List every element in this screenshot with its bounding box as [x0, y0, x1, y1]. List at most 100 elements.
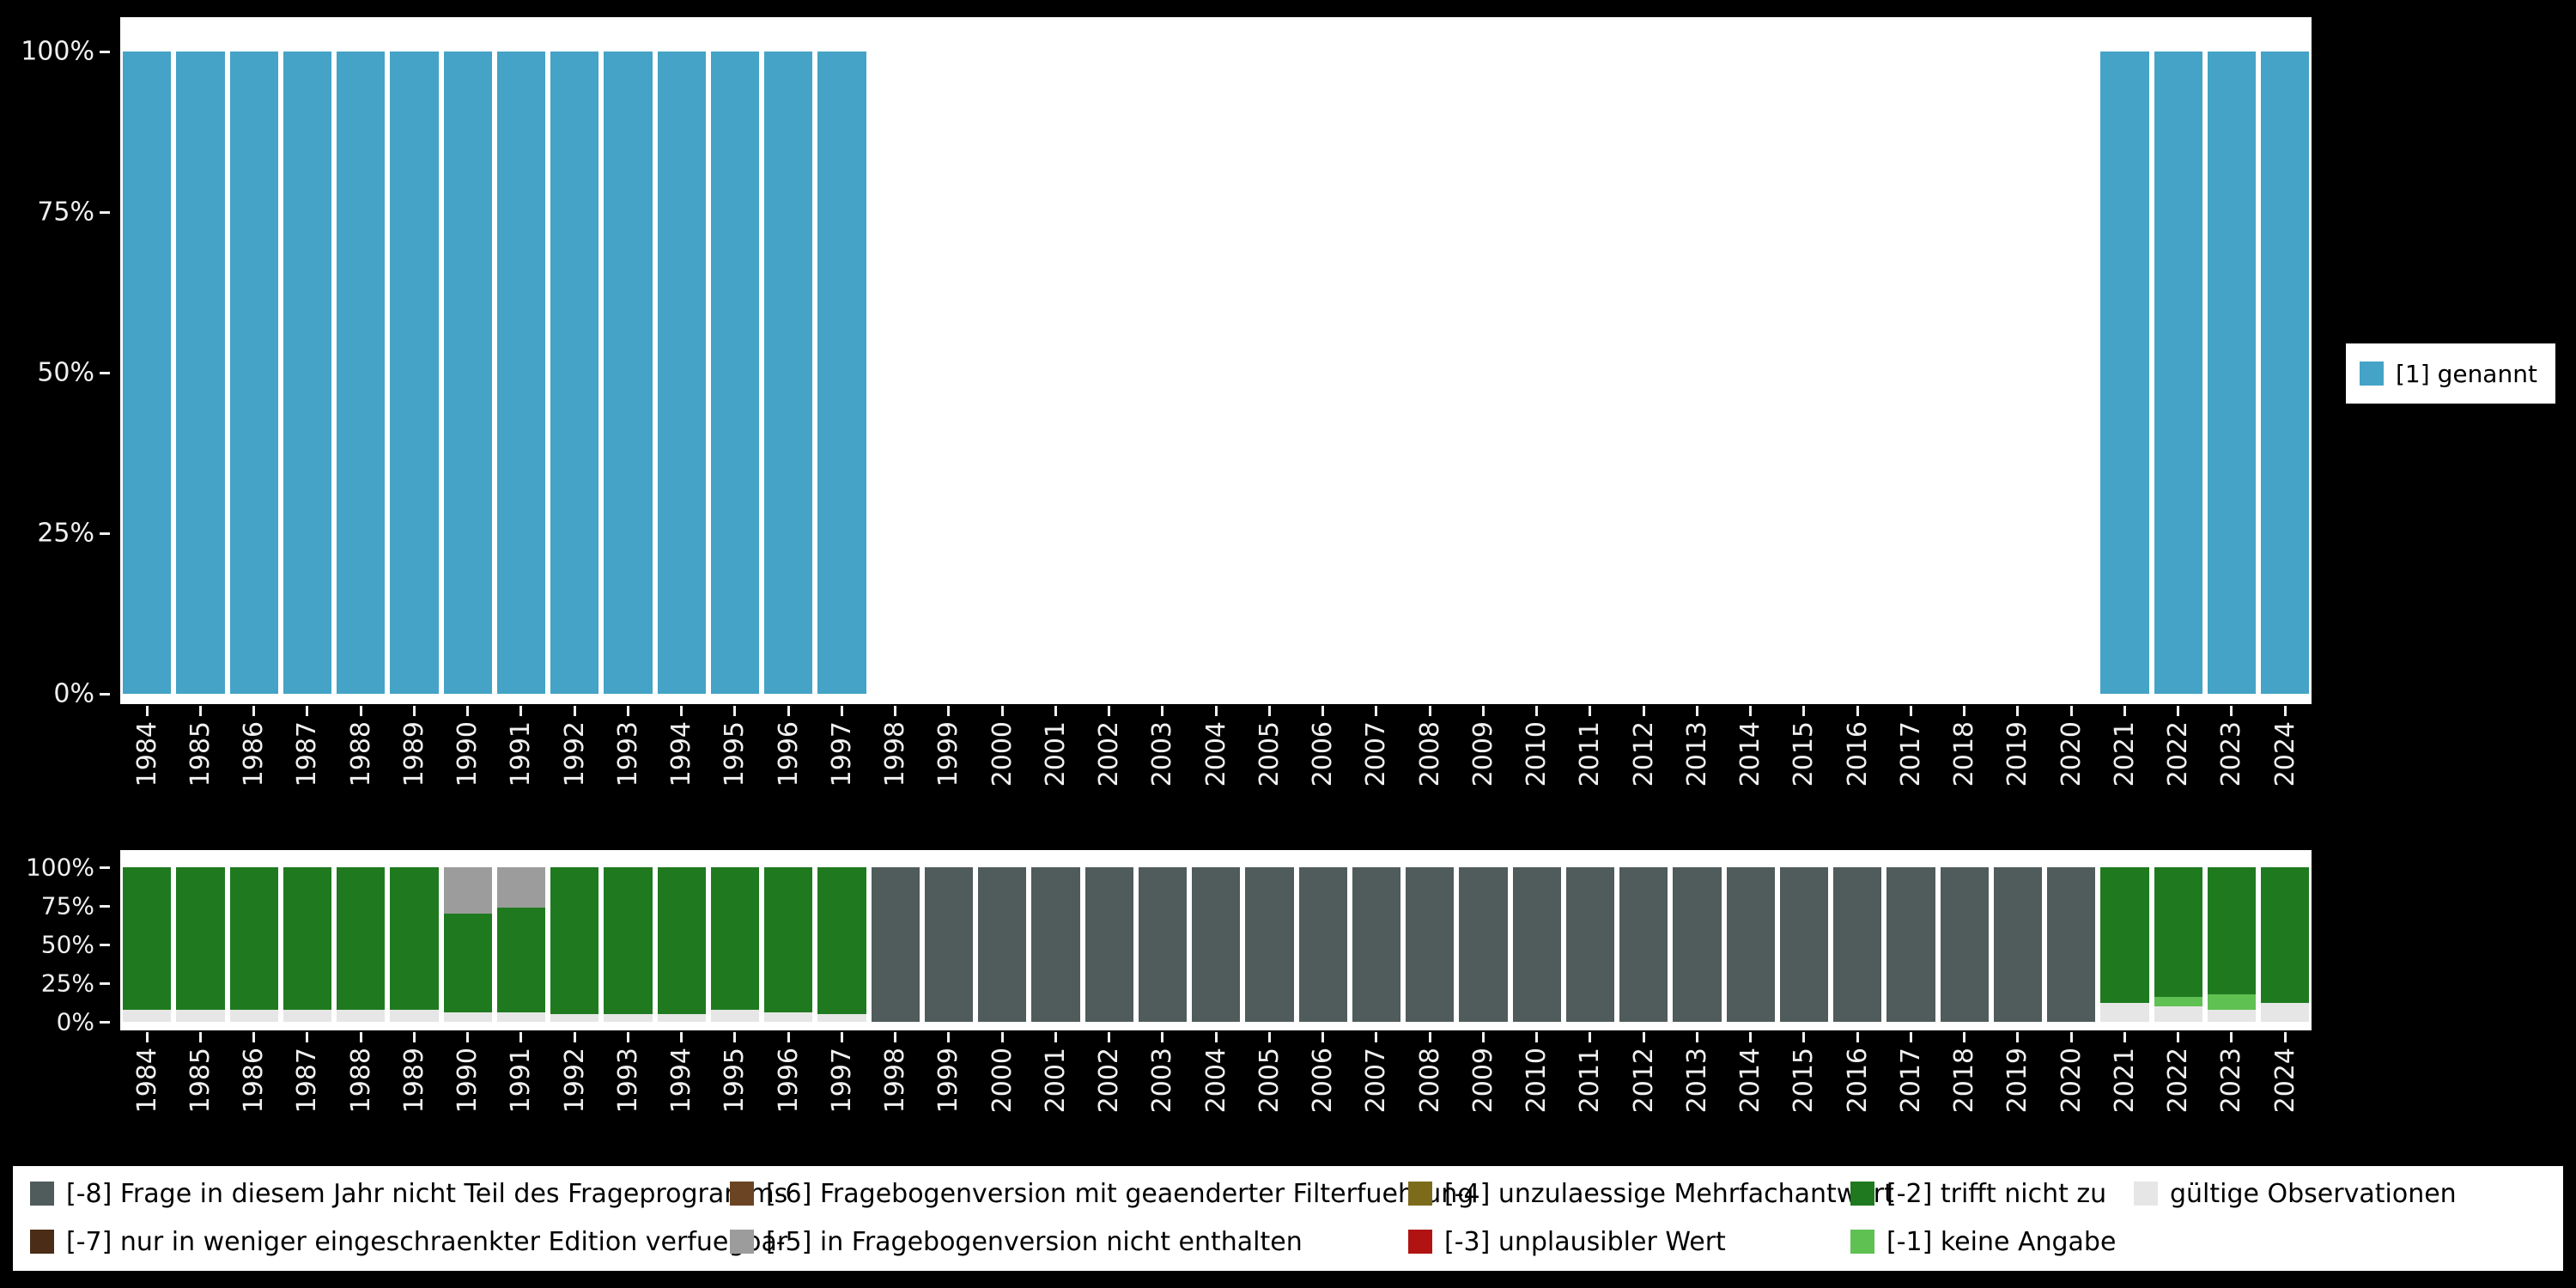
stacked-bar-1988 — [337, 867, 386, 1022]
x-axis-label: 1998 — [880, 1048, 911, 1114]
bar-slot-2010 — [1510, 867, 1564, 1022]
stacked-bar-2009 — [1459, 52, 1507, 694]
bar-slot-1989 — [387, 52, 440, 694]
bar-slot-1986 — [228, 867, 281, 1022]
bar-segment — [1512, 867, 1561, 1022]
stacked-bar-1995 — [710, 867, 759, 1022]
bar-segment — [496, 52, 545, 694]
bar-segment — [710, 867, 759, 1010]
bar-segment — [817, 867, 866, 1014]
stacked-bar-2014 — [1727, 52, 1775, 694]
x-axis-label: 1996 — [773, 1048, 804, 1114]
stacked-bar-2008 — [1406, 867, 1455, 1022]
stacked-bar-2016 — [1833, 52, 1881, 694]
x-axis-slot: 1985 — [173, 706, 227, 835]
x-axis-label: 2011 — [1575, 1048, 1606, 1114]
bar-slot-1991 — [495, 867, 548, 1022]
stacked-bar-2017 — [1886, 867, 1935, 1022]
x-axis-slot: 2021 — [2098, 1032, 2151, 1161]
x-axis-slot: 2023 — [2205, 706, 2258, 835]
stacked-bar-2016 — [1833, 867, 1882, 1022]
bar-slot-1990 — [441, 867, 495, 1022]
bar-slot-2014 — [1724, 52, 1777, 694]
legend-swatch — [730, 1182, 754, 1206]
x-axis-tick — [2177, 706, 2180, 716]
bar-slot-2002 — [1083, 52, 1136, 694]
bar-segment — [2100, 1003, 2149, 1022]
x-axis-slot: 2001 — [1029, 706, 1082, 835]
bar-slot-2004 — [1189, 52, 1242, 694]
x-axis-label: 1994 — [666, 1048, 697, 1114]
bar-segment — [817, 52, 866, 694]
x-axis-slot: 2016 — [1831, 1032, 1884, 1161]
x-axis-tick — [1267, 1032, 1271, 1042]
x-axis-slot: 1986 — [228, 706, 281, 835]
bar-slot-1999 — [922, 52, 975, 694]
bar-slot-2023 — [2205, 52, 2258, 694]
x-axis-slot: 2017 — [1884, 1032, 1937, 1161]
x-axis-label: 1997 — [826, 721, 857, 787]
x-axis-slot: 2000 — [975, 706, 1029, 835]
bar-slot-2003 — [1136, 52, 1189, 694]
stacked-bar-1989 — [390, 52, 439, 694]
bar-slot-2012 — [1617, 52, 1670, 694]
x-axis-label: 1998 — [880, 721, 911, 787]
bar-segment — [2154, 1006, 2202, 1022]
x-axis-tick — [2283, 706, 2287, 716]
x-axis-label: 2005 — [1254, 721, 1285, 787]
x-axis-label: 1990 — [453, 721, 483, 787]
x-axis-label: 2006 — [1308, 1048, 1339, 1114]
bar-segment — [764, 867, 813, 1013]
bar-segment — [1565, 867, 1614, 1022]
stacked-bar-1994 — [657, 867, 706, 1022]
bar-segment — [1886, 867, 1935, 1022]
legend-item: [-7] nur in weniger eingeschraenkter Edi… — [30, 1221, 787, 1262]
x-axis-tick — [1535, 1032, 1539, 1042]
x-axis-label: 2013 — [1681, 1048, 1712, 1114]
bar-segment — [2100, 52, 2149, 694]
x-axis-slot: 2005 — [1242, 1032, 1296, 1161]
x-axis-tick — [626, 1032, 629, 1042]
bar-slot-1992 — [548, 867, 601, 1022]
x-axis-tick — [519, 706, 523, 716]
legend-label: [-6] Fragebogenversion mit geaenderter F… — [766, 1178, 1474, 1209]
bar-segment — [1138, 867, 1187, 1022]
bar-slot-1997 — [815, 867, 868, 1022]
x-axis-label: 2017 — [1895, 721, 1926, 787]
x-axis-tick — [1214, 1032, 1218, 1042]
x-axis-tick — [840, 1032, 843, 1042]
x-axis-label: 1994 — [666, 721, 697, 787]
x-axis-slot: 1986 — [228, 1032, 281, 1161]
bar-slot-2020 — [2044, 52, 2098, 694]
legend-swatch — [1850, 1182, 1874, 1206]
x-axis-slot: 2023 — [2205, 1032, 2258, 1161]
x-axis-label: 2019 — [2002, 721, 2033, 787]
x-axis-slot: 1993 — [601, 1032, 654, 1161]
x-axis-label: 2000 — [987, 1048, 1018, 1114]
stacked-bar-2012 — [1619, 867, 1668, 1022]
x-axis-tick — [1000, 1032, 1004, 1042]
x-axis-slot: 2006 — [1297, 1032, 1350, 1161]
x-axis-slot: 1987 — [281, 1032, 334, 1161]
stacked-bar-1985 — [176, 52, 225, 694]
x-axis-tick — [145, 706, 149, 716]
stacked-bar-2024 — [2261, 867, 2310, 1022]
bar-segment — [657, 52, 706, 694]
x-axis-tick — [1108, 706, 1111, 716]
x-axis-slot: 2000 — [975, 1032, 1029, 1161]
y-axis-label: 25% — [37, 518, 94, 549]
bottom-chart-x-axis: 1984 1985 1986 1987 1988 1989 1990 1991 1992 1993… — [120, 1032, 2312, 1161]
bar-slot-2000 — [975, 52, 1029, 694]
x-axis-slot: 2022 — [2152, 1032, 2205, 1161]
bar-segment — [283, 1009, 331, 1022]
x-axis-label: 1999 — [933, 721, 964, 787]
x-axis-label: 2003 — [1147, 721, 1178, 787]
x-axis-tick — [680, 706, 683, 716]
x-axis-label: 1987 — [292, 1048, 323, 1114]
stacked-bar-2020 — [2047, 867, 2096, 1022]
stacked-bar-2007 — [1352, 867, 1400, 1022]
x-axis-tick — [1000, 706, 1004, 716]
x-axis-label: 1984 — [131, 721, 162, 787]
x-axis-tick — [2283, 1032, 2287, 1042]
